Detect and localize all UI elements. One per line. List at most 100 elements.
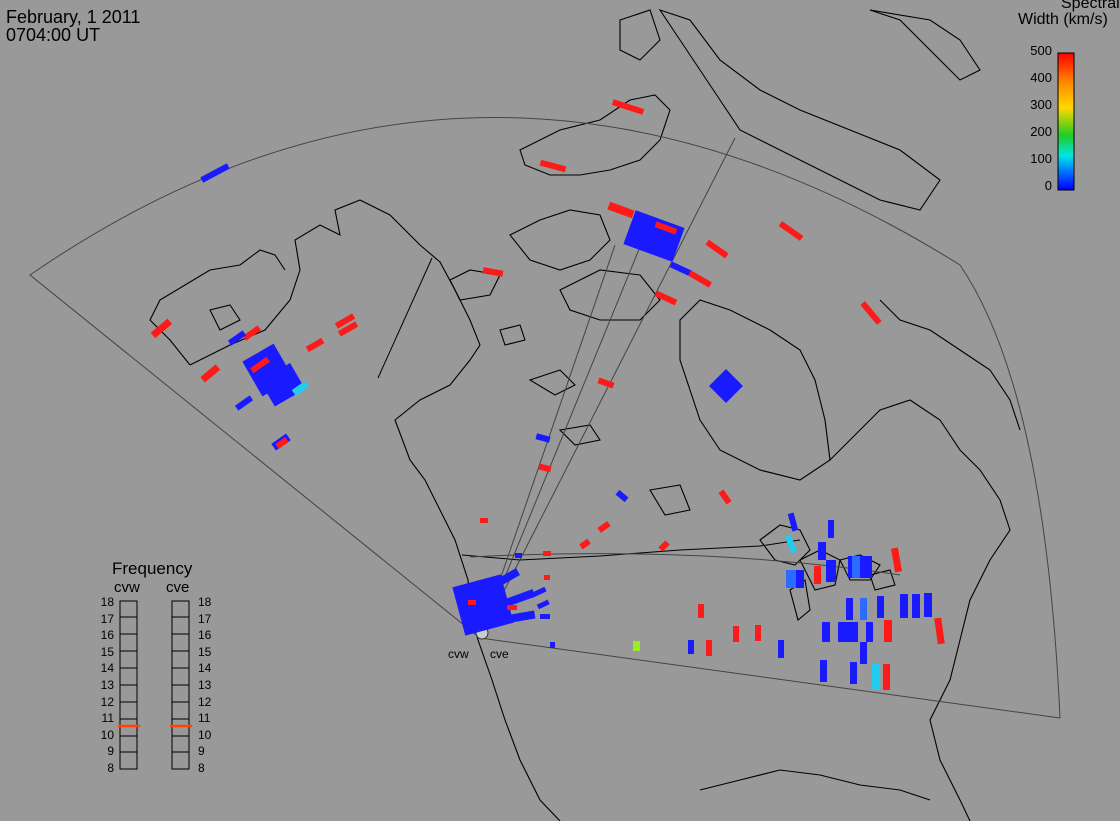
echo-cell	[597, 377, 615, 389]
frequency-columns	[119, 600, 190, 770]
echo-cell	[507, 605, 517, 610]
echo-cell	[778, 221, 804, 241]
echo-cell	[544, 575, 550, 580]
echo-cell	[275, 437, 289, 449]
echo-cell	[787, 512, 799, 532]
colorbar-tick: 500	[1030, 43, 1052, 58]
echo-cell	[654, 221, 678, 235]
frequency-scale-label: 12	[100, 695, 114, 709]
echo-cell	[934, 617, 945, 645]
echo-cell	[820, 660, 827, 682]
frequency-scale-label: 12	[198, 695, 212, 709]
colorbar-tick: 300	[1030, 97, 1052, 112]
echo-cell	[334, 313, 356, 329]
echo-cell	[579, 538, 591, 550]
echo-cells	[150, 99, 945, 690]
frequency-scale-label: 18	[198, 595, 212, 609]
echo-cell	[291, 380, 309, 396]
echo-cell	[337, 321, 359, 337]
echo-cell	[786, 570, 798, 588]
frequency-scale-label: 13	[100, 678, 114, 692]
echo-cell	[669, 261, 693, 277]
echo-cell	[709, 369, 743, 403]
echo-cell	[499, 589, 536, 609]
echo-cell	[539, 159, 567, 173]
echo-cell	[818, 542, 826, 560]
echo-cell	[550, 642, 555, 648]
echo-cell	[733, 626, 739, 642]
echo-cell	[688, 640, 694, 654]
borders	[377, 257, 801, 561]
frequency-scale-label: 9	[198, 744, 205, 758]
frequency-title: Frequency	[112, 559, 193, 578]
plot-date: February, 1 2011	[6, 7, 141, 27]
echo-cell	[755, 625, 761, 641]
frequency-scale-label: 13	[198, 678, 212, 692]
echo-cell	[543, 551, 551, 556]
echo-cell	[490, 568, 520, 590]
echo-cell	[826, 560, 836, 582]
echo-cell	[234, 395, 254, 411]
echo-cell	[452, 574, 514, 636]
echo-cell	[838, 622, 858, 642]
echo-cell	[536, 599, 550, 610]
echo-cell	[860, 598, 867, 620]
echo-cell	[884, 620, 892, 642]
echo-cell	[259, 363, 306, 407]
frequency-scale-label: 8	[198, 761, 205, 775]
frequency-scale-label: 11	[198, 711, 211, 725]
echo-cell	[482, 267, 504, 277]
echo-cell	[535, 433, 551, 443]
echo-cell	[611, 99, 645, 115]
echo-cell	[850, 662, 857, 684]
frequency-scale-label: 16	[198, 628, 212, 642]
echo-cell	[597, 521, 611, 533]
echo-cell	[890, 547, 903, 573]
echo-cell	[705, 239, 729, 259]
echo-cell	[658, 540, 670, 552]
echo-cell	[778, 640, 784, 658]
echo-cell	[866, 622, 873, 642]
colorbar-title-line1: Spectral	[1061, 0, 1120, 12]
fov-outline	[29, 116, 1061, 719]
echo-cell	[515, 553, 522, 558]
colorbar-tick: 200	[1030, 124, 1052, 139]
echo-cell	[480, 518, 488, 523]
frequency-column-cve: cve	[166, 579, 190, 596]
echo-cell	[540, 614, 550, 619]
echo-cell	[305, 337, 325, 353]
echo-cell	[688, 270, 712, 288]
echo-cell	[912, 594, 920, 618]
echo-cell	[796, 570, 804, 588]
frequency-scale-label: 11	[101, 711, 114, 725]
frequency-scale-label: 9	[107, 744, 114, 758]
radar-label-cvw: cvw	[448, 647, 469, 661]
colorbar-tick: 100	[1030, 151, 1052, 166]
colorbar	[1057, 52, 1075, 191]
echo-cell	[828, 520, 834, 538]
echo-cell	[860, 642, 867, 664]
echo-cell	[633, 641, 640, 651]
frequency-scale-label: 18	[100, 595, 114, 609]
colorbar-tick: 0	[1044, 178, 1052, 193]
echo-cell	[872, 664, 880, 690]
frequency-scale-label: 17	[198, 612, 212, 626]
frequency-column-cvw: cvw	[114, 579, 140, 596]
echo-cell	[785, 534, 797, 554]
echo-cell	[200, 364, 221, 383]
echo-cell	[200, 163, 230, 183]
echo-cell	[654, 290, 678, 306]
coastlines	[149, 8, 1021, 821]
echo-cell	[607, 201, 635, 219]
echo-cell	[883, 664, 890, 690]
echo-cell	[860, 301, 882, 325]
frequency-scale-label: 14	[198, 661, 212, 675]
echo-cell	[623, 210, 685, 262]
echo-cell	[468, 600, 476, 605]
colorbar-tick: 400	[1030, 70, 1052, 85]
echo-cell	[900, 594, 908, 618]
echo-cell	[227, 330, 247, 346]
echo-cell	[504, 610, 536, 624]
echo-cell	[877, 596, 884, 618]
